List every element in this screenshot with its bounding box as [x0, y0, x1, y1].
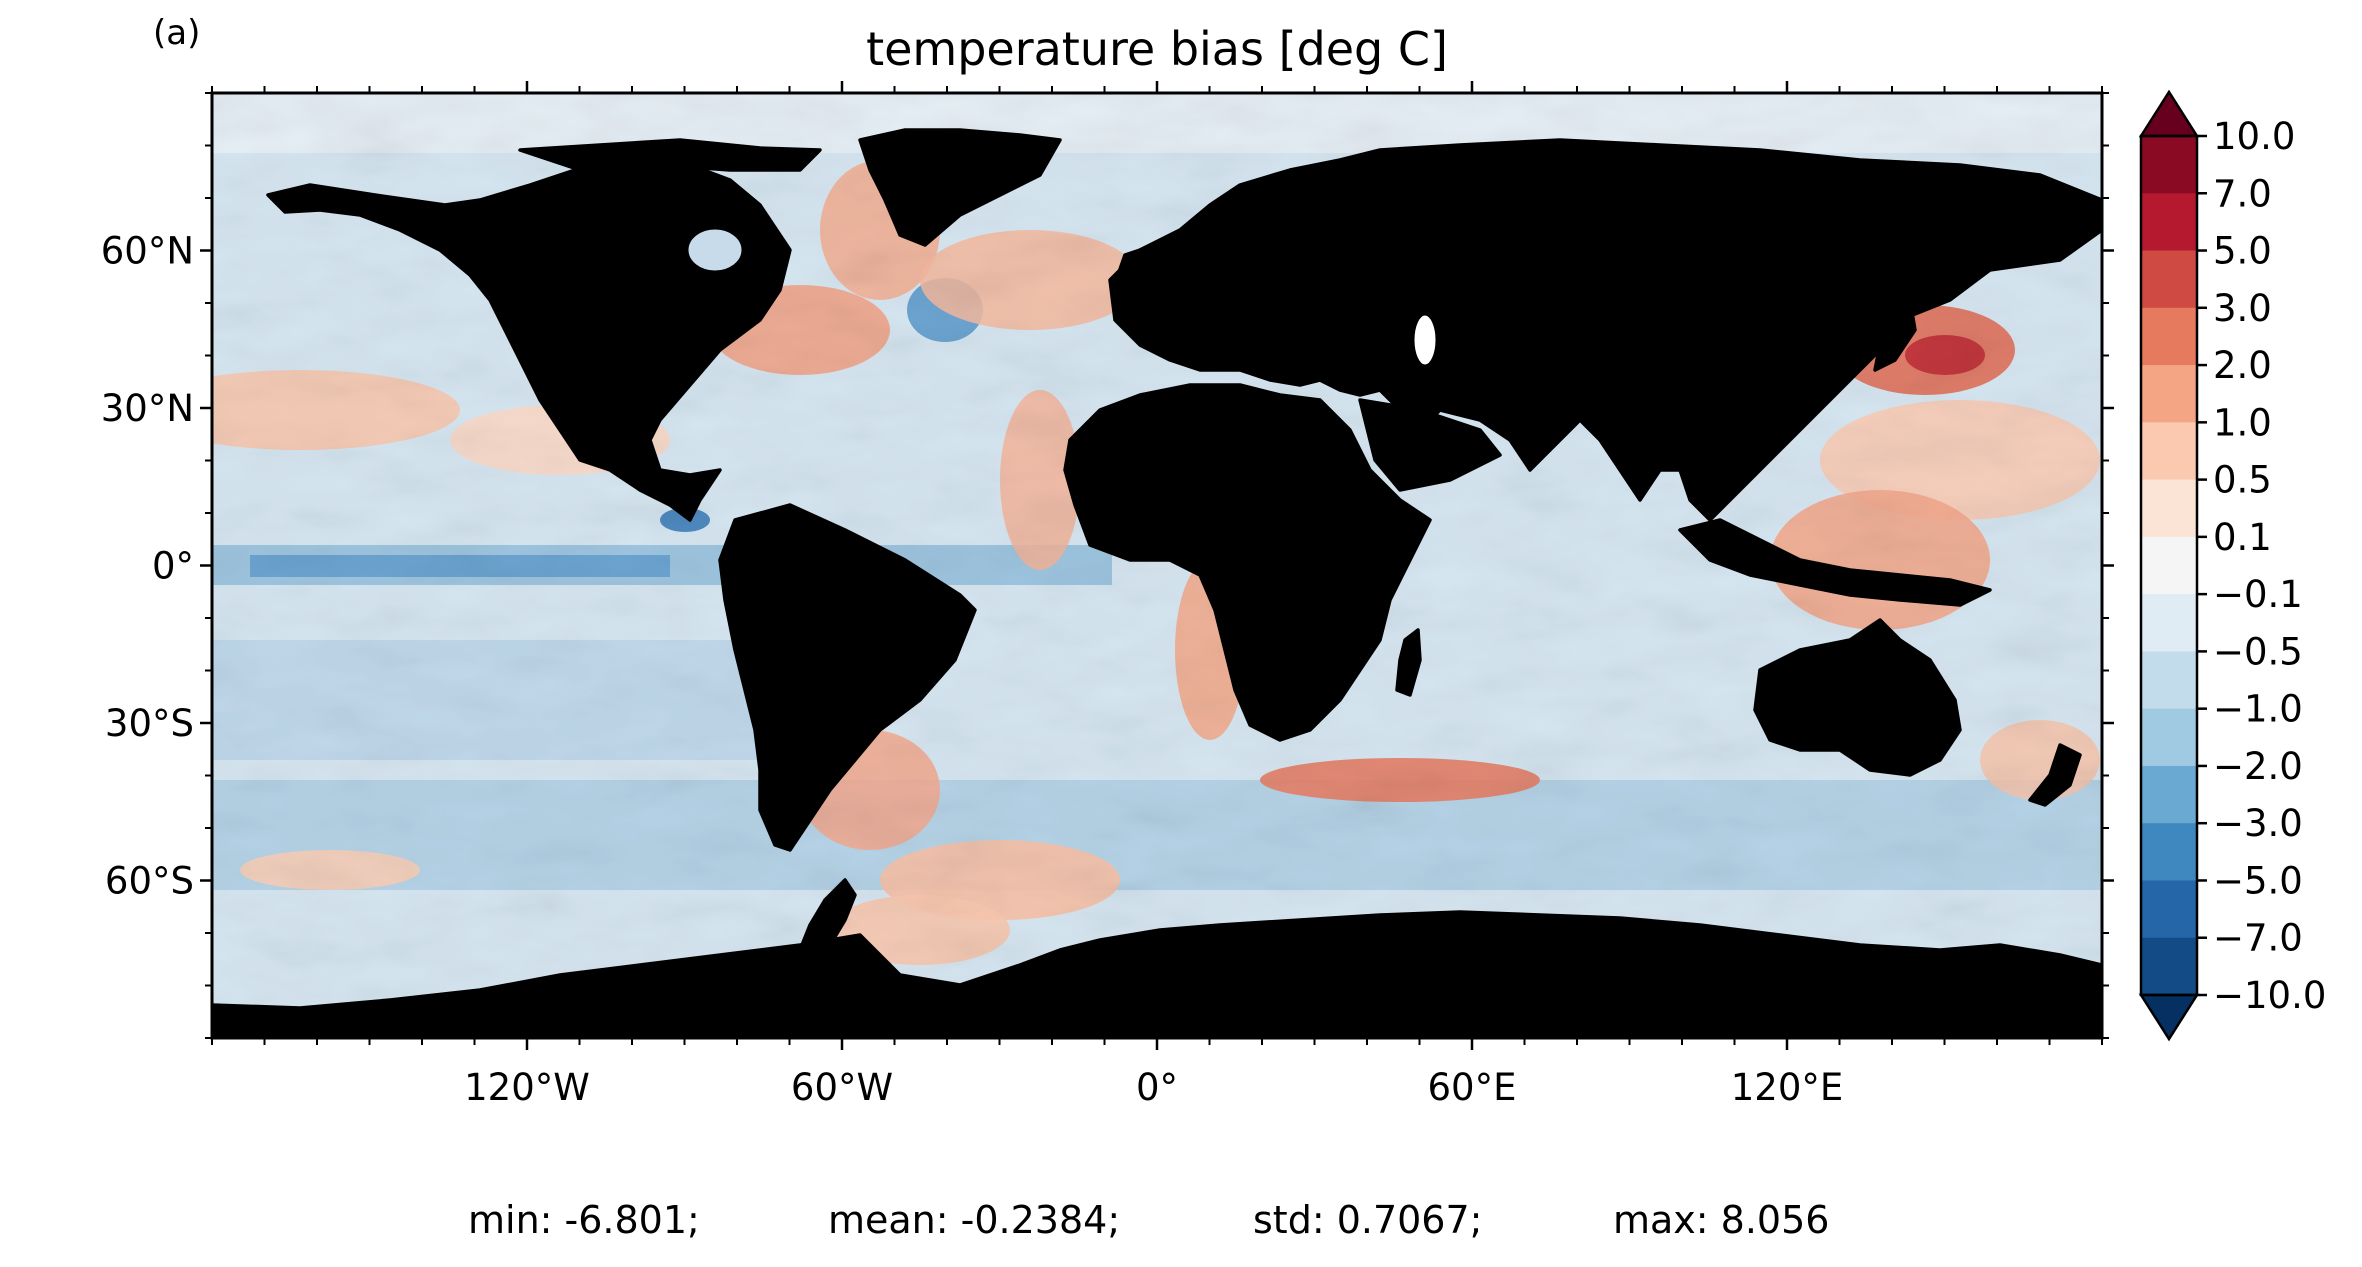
x-tick-label: 120°E [1731, 1066, 1844, 1109]
x-tick-label: 0° [1136, 1066, 1178, 1109]
colorbar-extend-under [2138, 993, 2200, 1042]
madagascar [1395, 628, 1422, 697]
y-tick-label: 30°S [105, 702, 194, 745]
colorbar-tick-label: −3.0 [2213, 802, 2303, 845]
colorbar-bin [2141, 765, 2197, 824]
eurasia [1108, 138, 2102, 522]
panel-label: (a) [153, 13, 200, 53]
colorbar-bin [2141, 536, 2197, 595]
japan [1873, 278, 1917, 372]
uk-ireland [1116, 248, 1147, 302]
colorbar-tick-label: −0.1 [2213, 573, 2303, 616]
map-title: temperature bias [deg C] [866, 22, 1448, 76]
colorbar-tick-label: 5.0 [2213, 230, 2272, 273]
colorbar-tick-label: 1.0 [2213, 401, 2272, 444]
caspian-sea [1411, 312, 1439, 368]
y-tick-label: 30°N [101, 387, 194, 430]
colorbar-bin [2141, 479, 2197, 538]
colorbar-bin [2141, 193, 2197, 252]
longitude-axis: 120°W 60°W 0° 60°E 120°E [211, 81, 2103, 1109]
new-zealand [2028, 743, 2082, 807]
colorbar-frame [2139, 134, 2199, 997]
colorbar-tick-label: 7.0 [2213, 172, 2272, 215]
colorbar-bin [2141, 880, 2197, 939]
stat-mean: mean: -0.2384; [828, 1198, 1121, 1242]
colorbar-bin [2141, 250, 2197, 309]
x-tick-label: 60°W [791, 1066, 893, 1109]
indonesia-islands [1678, 518, 1992, 607]
colorbar-bin [2141, 823, 2197, 881]
latitude-axis: 60°N 30°N 0° 30°S 60°S [101, 92, 2114, 1039]
colorbar-tick-label: −7.0 [2213, 917, 2303, 960]
colorbar-tick-label: 3.0 [2213, 287, 2272, 330]
colorbar-tick-label: −2.0 [2213, 745, 2303, 788]
colorbar-tick-label: 2.0 [2213, 344, 2272, 387]
colorbar-extend-over [2138, 89, 2200, 138]
y-tick-label: 60°S [105, 860, 194, 903]
colorbar-bin [2141, 365, 2197, 423]
arctic-islands [518, 138, 822, 172]
antarctic-peninsula [798, 878, 857, 952]
hudson-bay [685, 226, 745, 274]
colorbar-bin [2141, 307, 2197, 366]
stat-min: min: -6.801; [468, 1198, 700, 1242]
colorbar: 10.0 7.0 5.0 3.0 2.0 1.0 0.5 0.1 −0.1 −0.5 −1.0 −2.… [2138, 89, 2326, 1042]
stat-max: max: 8.056 [1613, 1198, 1830, 1242]
colorbar-bin [2141, 651, 2197, 710]
colorbar-tick-label: −1.0 [2213, 688, 2303, 731]
south-america [718, 503, 977, 852]
arabian-peninsula [1358, 398, 1502, 492]
australia [1753, 618, 1962, 777]
colorbar-bin [2141, 594, 2197, 652]
x-tick-label: 60°E [1428, 1066, 1517, 1109]
africa [1063, 383, 1432, 742]
x-tick-label: 120°W [464, 1066, 590, 1109]
colorbar-tick-label: −10.0 [2213, 974, 2326, 1017]
colorbar-bin [2141, 937, 2197, 996]
greenland [858, 128, 1062, 247]
colorbar-bin [2141, 708, 2197, 767]
y-tick-label: 60°N [101, 230, 194, 273]
colorbar-tick-label: 0.5 [2213, 459, 2272, 502]
colorbar-bin [2141, 422, 2197, 481]
colorbar-tick-label: −0.5 [2213, 630, 2303, 673]
antarctica [212, 910, 2102, 1038]
colorbar-tick-label: −5.0 [2213, 859, 2303, 902]
y-tick-label: 0° [152, 545, 194, 588]
colorbar-tick-label: 0.1 [2213, 516, 2272, 559]
colorbar-bin [2141, 136, 2197, 194]
colorbar-tick-label: 10.0 [2213, 115, 2295, 158]
stat-std: std: 0.7067; [1253, 1198, 1483, 1242]
